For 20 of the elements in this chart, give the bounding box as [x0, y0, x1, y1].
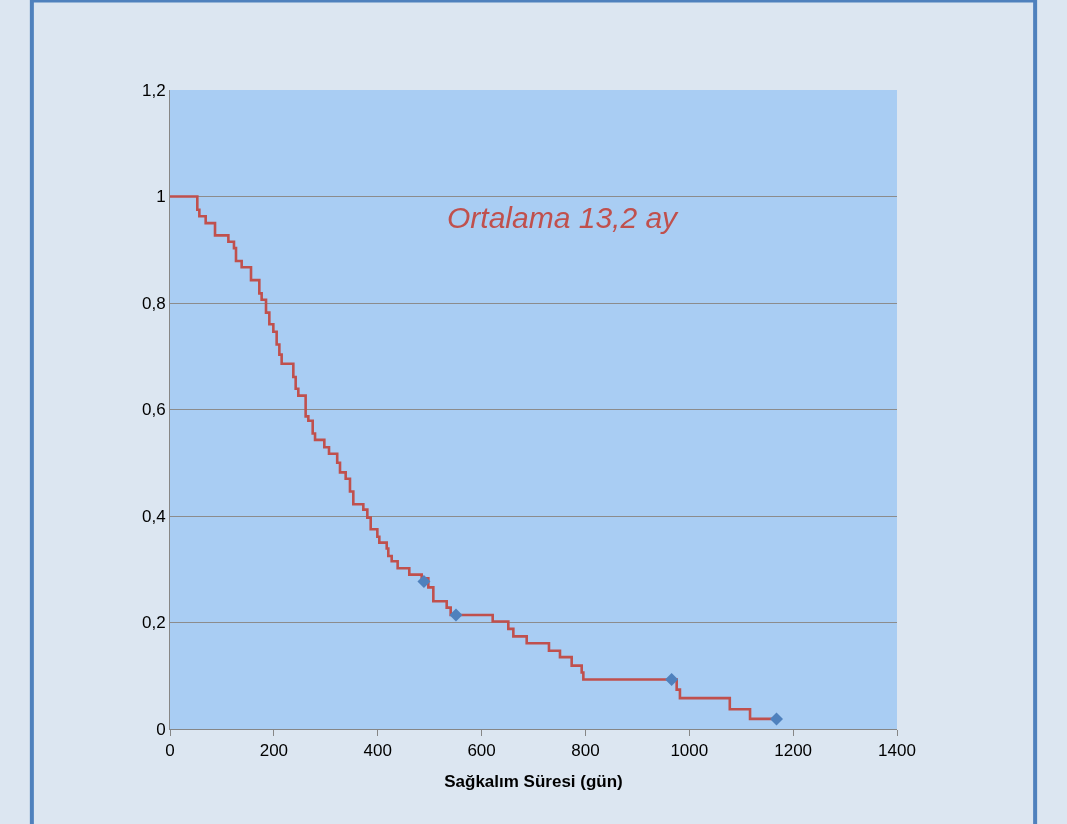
x-tick-label: 1000: [670, 741, 709, 761]
annotation: Ortalama 13,2 ay: [447, 201, 680, 234]
y-tick-label: 1: [156, 187, 166, 207]
x-tick-label: 400: [363, 741, 392, 761]
x-tick-label: 600: [467, 741, 496, 761]
point: [770, 712, 784, 726]
x-axis-title: Sağkalım Süresi (gün): [444, 771, 623, 791]
point: [665, 672, 679, 686]
y-tick-label: 0: [156, 719, 166, 739]
y-tick-label: 0,6: [141, 400, 166, 420]
x-tick-label: 1400: [878, 741, 916, 761]
point: [449, 608, 463, 622]
y-tick-label: 0,2: [141, 613, 166, 633]
x-tick-label: 1200: [774, 741, 813, 761]
y-tick-label: 0,4: [141, 506, 166, 526]
point: [417, 575, 431, 588]
x-tick-label: 200: [259, 741, 289, 761]
y-tick-label: 1,2: [141, 80, 166, 100]
x-tick-label: 800: [571, 741, 600, 761]
y-tick-label: 0,8: [141, 293, 166, 313]
